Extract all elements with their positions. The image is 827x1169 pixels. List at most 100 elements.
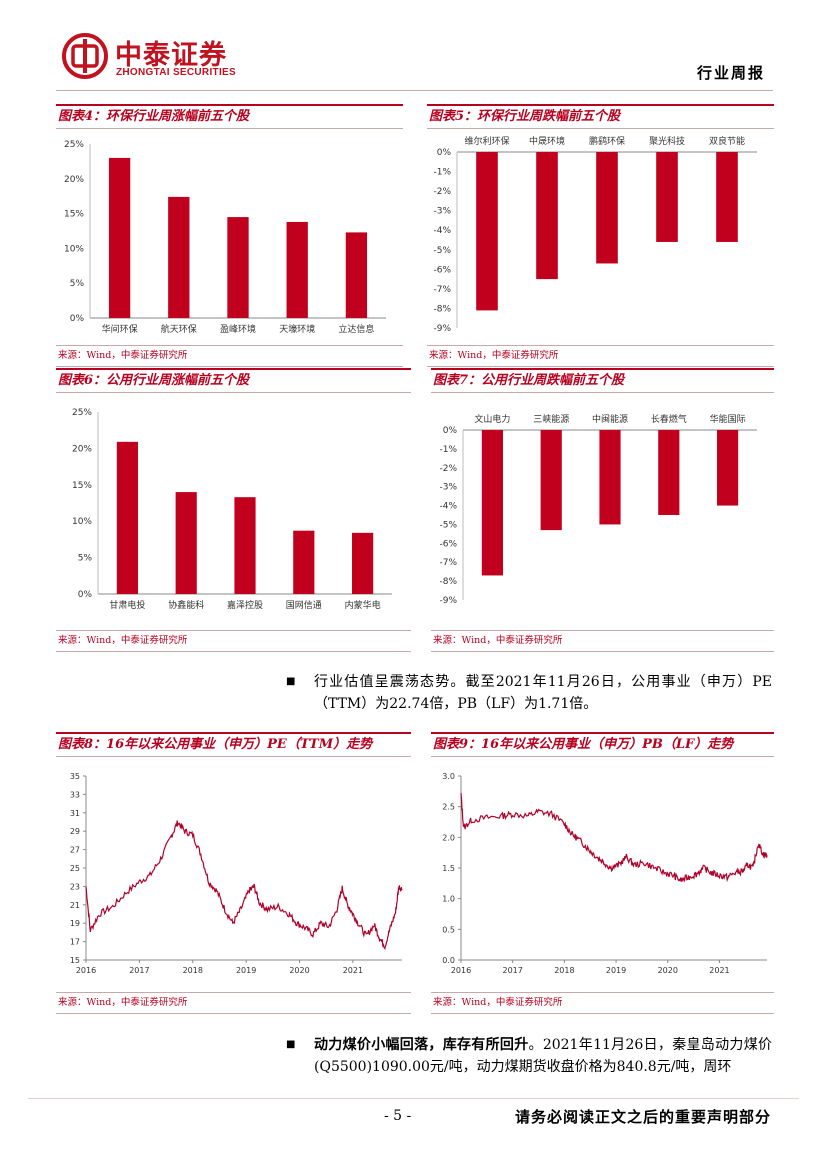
y-tick-label: 25% (72, 408, 92, 418)
y-tick-label: 10% (64, 244, 84, 254)
bar (658, 430, 680, 515)
x-tick-label: 2021 (709, 966, 729, 975)
x-tick-label: 2016 (76, 966, 96, 975)
bar (286, 221, 308, 318)
report-type: 行业周报 (696, 64, 765, 82)
y-tick-label: 0% (437, 148, 452, 158)
x-category-label: 长春燃气 (651, 413, 687, 425)
bar (345, 232, 368, 318)
valuation-paragraph: 行业估值呈震荡态势。截至2021年11月26日，公用事业（申万）PE（TTM）为… (314, 671, 772, 715)
y-tick-label: -8% (439, 577, 457, 587)
bar (716, 152, 738, 242)
x-category-label: 航天环保 (161, 323, 197, 335)
figure-7-source: 来源：Wind，中泰证券研究所 (431, 630, 774, 652)
x-tick-label: 2018 (183, 966, 203, 975)
bar (476, 152, 498, 311)
bar (227, 217, 249, 318)
figure-8-source: 来源：Wind，中泰证券研究所 (56, 992, 411, 1014)
valuation-paragraph-text: 行业估值呈震荡态势。截至2021年11月26日，公用事业（申万）PE（TTM）为… (314, 674, 772, 712)
x-tick-label: 2017 (129, 966, 149, 975)
figure-9-title: 图表9：16年以来公用事业（申万）PB（LF）走势 (431, 732, 774, 757)
y-tick-label: -1% (433, 168, 451, 178)
y-tick-label: 2.5 (442, 803, 455, 812)
y-tick-label: 3.0 (442, 772, 455, 781)
page-number: - 5 - (384, 1108, 412, 1124)
bar (536, 152, 558, 280)
figure-5-source: 来源：Wind，中泰证券研究所 (427, 345, 774, 367)
x-tick-label: 2019 (606, 966, 626, 975)
figure-9-source: 来源：Wind，中泰证券研究所 (431, 992, 774, 1014)
x-tick-label: 2017 (503, 966, 523, 975)
y-tick-label: -4% (433, 226, 451, 236)
x-tick-label: 2019 (236, 966, 256, 975)
x-category-label: 嘉泽控股 (227, 599, 263, 611)
y-tick-label: -5% (433, 246, 451, 256)
bullet-marker: ■ (286, 676, 296, 687)
bar (108, 157, 131, 318)
y-tick-label: -7% (433, 285, 451, 295)
x-category-label: 双良节能 (709, 135, 745, 147)
y-tick-label: 21 (70, 901, 80, 910)
y-tick-label: 31 (70, 809, 80, 818)
coal-price-paragraph-text: 。2021年11月26日，秦皇岛动力煤价(Q5500)1090.00元/吨，动力… (314, 1037, 773, 1075)
y-tick-label: -3% (433, 207, 451, 217)
y-tick-label: 20% (64, 175, 84, 185)
x-category-label: 协鑫能科 (168, 599, 204, 611)
y-tick-label: 25% (64, 140, 84, 150)
bar (540, 430, 562, 531)
y-tick-label: -2% (439, 464, 457, 474)
x-category-label: 华能国际 (710, 413, 746, 425)
y-tick-label: -3% (439, 483, 457, 493)
y-tick-label: 0% (443, 426, 458, 436)
coal-price-paragraph: 动力煤价小幅回落，库存有所回升。2021年11月26日，秦皇岛动力煤价(Q550… (314, 1034, 772, 1078)
y-tick-label: -9% (433, 324, 451, 334)
figure-8-svg: 15 17 19 21 23 25 27 29 31 33 35 2016 2017 2018 2019 20… (70, 772, 403, 975)
x-tick-label: 2016 (451, 966, 471, 975)
y-tick-label: 0% (78, 590, 93, 600)
x-category-label: 三峡能源 (533, 413, 569, 425)
y-tick-label: -6% (433, 265, 451, 275)
y-tick-label: 0.5 (442, 925, 455, 934)
figure-4-svg: 0% 5% 10% 15% 20% 25% 华间环保 航天环保 盈峰环境 天壕环境 立达信息 (64, 140, 386, 335)
bar (656, 152, 678, 242)
y-tick-label: 35 (70, 772, 80, 781)
x-category-label: 甘肃电投 (109, 599, 145, 611)
x-category-label: 内蒙华电 (345, 599, 381, 611)
y-tick-label: 1.0 (442, 895, 455, 904)
y-tick-label: -1% (439, 445, 457, 455)
y-tick-label: -2% (433, 187, 451, 197)
figure-7-svg: 0% -1% -2% -3% -4% -5% -6% -7% -8% -9% 文山电力 三峡能源 中闽能… (439, 413, 757, 606)
x-category-label: 国网信通 (286, 599, 322, 611)
y-tick-label: 0.0 (442, 956, 455, 965)
x-category-label: 中闽能源 (592, 413, 628, 425)
x-category-label: 盈峰环境 (220, 323, 256, 335)
x-tick-label: 2020 (289, 966, 309, 975)
figure-9-svg: 0.0 0.5 1.0 1.5 2.0 2.5 3.0 2016 2017 2018 2019 202… (442, 772, 768, 975)
y-tick-label: 2.0 (442, 833, 455, 842)
series-line (460, 792, 768, 883)
y-tick-label: 15% (64, 210, 84, 220)
y-tick-label: 20% (72, 444, 92, 454)
bullet-marker: ■ (286, 1039, 296, 1050)
figure-5-chart: 0% -1% -2% -3% -4% -5% -6% -7% -8% -9% 维尔利环保 中晟环境 鹏鹞… (427, 130, 772, 344)
bar (116, 441, 138, 594)
y-tick-label: 25 (70, 864, 80, 873)
figure-4-chart: 0% 5% 10% 15% 20% 25% 华间环保 航天环保 盈峰环境 天壕环境 立达信息 (56, 130, 401, 344)
y-tick-label: 19 (70, 919, 80, 928)
header-divider (56, 90, 773, 91)
y-tick-label: 29 (70, 827, 80, 836)
bar (175, 492, 197, 594)
x-tick-label: 2021 (343, 966, 363, 975)
x-tick-label: 2020 (658, 966, 678, 975)
series-line (85, 820, 403, 951)
bar (234, 497, 256, 594)
figure-7-chart: 0% -1% -2% -3% -4% -5% -6% -7% -8% -9% 文山电力 三峡能源 中闽能… (431, 394, 772, 628)
coal-price-paragraph-lead: 动力煤价小幅回落，库存有所回升 (314, 1037, 529, 1053)
figure-6-chart: 0% 5% 10% 15% 20% 25% 甘肃电投 协鑫能科 嘉泽控股 国网信通 内蒙华电 (56, 394, 409, 628)
y-tick-label: -8% (433, 304, 451, 314)
y-tick-label: 1.5 (442, 864, 455, 873)
figure-5-svg: 0% -1% -2% -3% -4% -5% -6% -7% -8% -9% 维尔利环保 中晟环境 鹏鹞… (433, 135, 757, 334)
bar (352, 532, 374, 594)
y-tick-label: -9% (439, 596, 457, 606)
y-tick-label: 15 (70, 956, 80, 965)
